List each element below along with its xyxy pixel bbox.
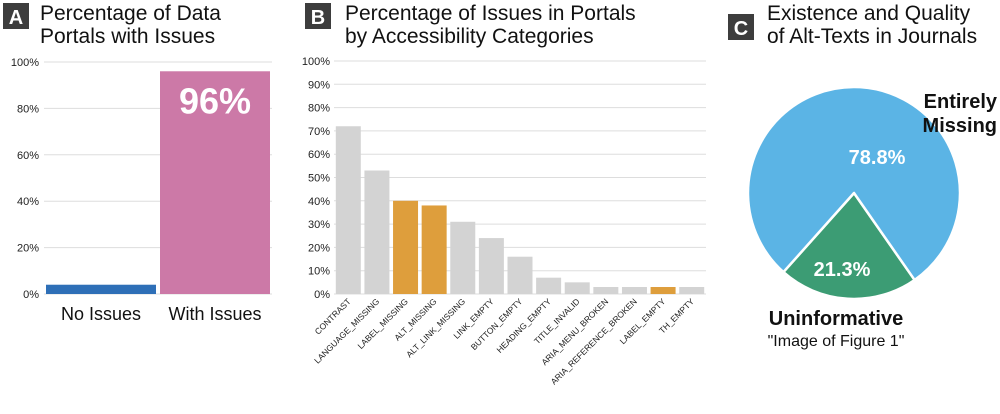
y-tick-label: 100% [302,56,330,68]
bar-title-invalid [564,282,590,294]
bar-link-empty [478,238,504,294]
pie-value-label-missing: 78.8% [849,147,906,169]
bar-with-issues [160,71,270,294]
pie-category-missing-line-2: Missing [923,115,997,137]
bar-alt-link-missing [450,221,476,294]
panel-c: C Existence and Quality of Alt-Texts in … [728,2,998,350]
panel-c-pie [746,85,962,301]
bar-contrast [335,126,361,295]
panel-b-y-ticks: 0% 10% 20% 30% 40% 50% 60% 70% 80% 90% 100% [302,56,330,301]
bar-button-empty [507,256,533,294]
y-tick-label: 40% [308,196,330,208]
panel-a-title-line-2: Portals with Issues [40,25,215,48]
panel-a: A Percentage of Data Portals with Issues… [3,2,272,324]
x-label-button-empty: BUTTON_EMPTY [469,296,525,352]
y-tick-label: 90% [308,79,330,91]
y-tick-label: 80% [308,103,330,115]
panel-a-title-line-1: Percentage of Data [40,2,221,25]
y-tick-label: 40% [17,196,39,208]
panel-a-y-ticks: 0% 20% 40% 60% 80% 100% [11,57,39,301]
y-tick-label: 80% [17,103,39,115]
bar-alt-missing [421,205,447,294]
panel-b-letter: B [311,7,325,29]
bar-no-issues [46,284,156,294]
panel-b-title-line-2: by Accessibility Categories [345,25,594,48]
y-tick-label: 60% [17,150,39,162]
panel-c-badge [728,14,754,40]
panel-b-title-line-1: Percentage of Issues in Portals [345,2,636,25]
panel-b-bars [335,126,705,295]
pie-category-uninformative-example: "Image of Figure 1" [768,333,905,350]
y-tick-label: 20% [17,243,39,255]
panel-c-letter: C [734,18,748,40]
pie-slice-uninformative [782,191,916,301]
y-tick-label: 0% [23,289,39,301]
y-tick-label: 50% [308,173,330,185]
bar-label-empty [650,287,676,294]
y-tick-label: 20% [308,242,330,254]
bar-aria-reference-broken [621,287,647,294]
panel-c-title-line-1: Existence and Quality [767,2,971,25]
pie-slice-entirely-missing [746,85,962,282]
bar-aria-menu-broken [593,287,619,294]
panel-a-bars [46,71,270,294]
bar-th-empty [679,287,705,294]
y-tick-label: 0% [314,289,330,301]
y-tick-label: 10% [308,266,330,278]
x-label-with-issues: With Issues [168,304,261,324]
panel-a-badge [3,3,29,29]
panel-b: B Percentage of Issues in Portals by Acc… [302,2,706,387]
bar-heading-empty [536,277,562,294]
x-label-no-issues: No Issues [61,304,141,324]
panel-b-badge [305,3,331,29]
panel-a-data-label: 96% [179,80,251,121]
panel-c-title-line-2: of Alt-Texts in Journals [767,25,977,48]
x-label-label-missing: LABEL_MISSING [355,296,410,351]
y-tick-label: 100% [11,57,39,69]
bar-language-missing [364,170,390,294]
y-tick-label: 60% [308,149,330,161]
bar-label-missing [393,200,419,294]
y-tick-label: 30% [308,219,330,231]
pie-category-missing-line-1: Entirely [924,91,998,113]
panel-b-x-labels: CONTRASTLANGUAGE_MISSINGLABEL_MISSINGALT… [312,296,696,386]
panel-a-x-labels: No Issues With Issues [61,304,262,324]
panel-a-letter: A [9,7,23,29]
pie-value-label-uninformative: 21.3% [814,259,871,281]
pie-category-uninformative: Uninformative [769,308,903,330]
y-tick-label: 70% [308,126,330,138]
